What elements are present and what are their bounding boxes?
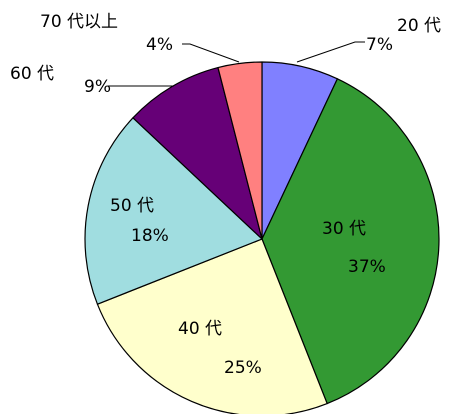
slice-value-50s: 18%: [131, 226, 169, 246]
slice-name-50s: 50 代: [110, 196, 154, 216]
slice-value-20s: 7%: [366, 35, 393, 55]
pie-slice-60s: [132, 66, 263, 240]
leader-line-70s-plus: [182, 43, 240, 63]
slice-value-60s: 9%: [84, 77, 111, 97]
slice-value-30s: 37%: [348, 257, 386, 277]
leader-line-20s: [296, 41, 365, 63]
slice-name-70s-plus: 70 代以上: [40, 12, 118, 32]
pie-slice-50s: [84, 117, 263, 305]
pie-slice-40s: [96, 238, 328, 414]
pie-slice-30s: [261, 78, 440, 405]
slice-name-60s: 60 代: [10, 64, 54, 84]
slice-value-70s-plus: 4%: [146, 35, 173, 55]
pie-slices: [84, 61, 440, 414]
slice-value-40s: 25%: [224, 358, 262, 378]
slice-name-20s: 20 代: [397, 16, 441, 36]
slice-name-30s: 30 代: [322, 219, 366, 239]
slice-name-40s: 40 代: [178, 319, 222, 339]
pie-slice-70s-plus: [217, 61, 263, 240]
leader-lines: [108, 41, 365, 87]
